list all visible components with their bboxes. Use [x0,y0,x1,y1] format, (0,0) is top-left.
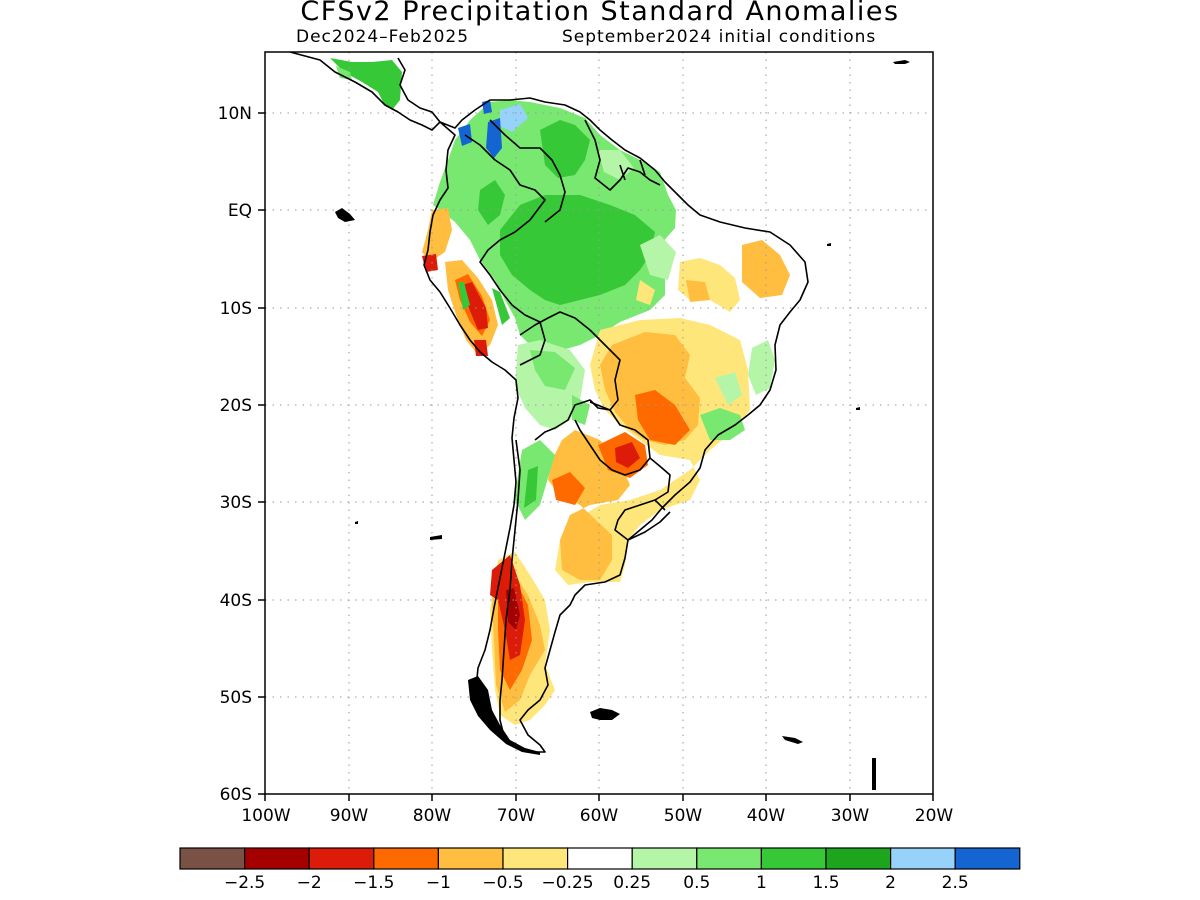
island-falklands [590,708,620,720]
lon-tick-label: 20W [915,806,954,826]
border-colombia-venezuela [489,119,566,223]
anomaly-guiana-green [540,120,590,178]
lat-tick-label: 40S [220,591,252,611]
anomaly-central-america [330,58,402,110]
colorbar-label: 1 [756,873,767,893]
lon-tick-label: 80W [413,806,452,826]
islands [335,60,910,790]
lat-tick-labels: 10N EQ 10S 20S 30S 40S 50S 60S [218,104,252,805]
island-trindade [856,407,860,410]
lon-tick-label: 50W [664,806,703,826]
colorbar-swatch [437,847,504,870]
colorbar-label: 2 [885,873,896,893]
island-juan-fernandez [355,521,442,540]
coastline-south-america [423,97,809,753]
island-sandwich [872,758,876,790]
island-fernando [827,243,831,246]
island-cayman [893,60,910,64]
island-south-georgia [782,736,803,744]
lat-tick-label: 10S [220,299,252,319]
anomaly-peru-coast-red [474,340,488,356]
colorbar-swatch [760,847,827,870]
lon-tick-labels: 100W 90W 80W 70W 60W 50W 40W 30W 20W [241,806,953,826]
tick-marks [258,112,934,801]
anomaly-ecuador-orange [422,208,452,262]
colorbar-swatch [954,847,1021,870]
colorbar-swatch [244,847,310,870]
anomaly-peru-red [462,282,488,330]
lon-tick-label: 40W [747,806,786,826]
coastline-central-america [289,52,441,131]
border-guianas [584,119,661,191]
colorbar-label: −0.25 [542,873,594,893]
lon-tick-label: 60W [580,806,619,826]
subtitle-period: Dec2024–Feb2025 [296,27,470,47]
colorbar-label: 0.25 [613,873,651,893]
anomaly-amazon-green [500,195,655,305]
anomaly-field [330,58,790,725]
colorbar-label: 0.5 [683,873,710,893]
lon-tick-label: 70W [497,806,536,826]
colorbar-label: 1.5 [812,873,839,893]
colorbar-label: −2 [297,873,322,893]
colorbar-swatch [631,847,698,870]
border-chile-argentina [499,439,521,741]
anomaly-peru-green-strip [458,282,510,325]
colorbar-swatch [179,847,246,870]
lat-tick-label: 10N [218,104,252,124]
lat-tick-label: 50S [220,688,252,708]
colorbar-swatch [889,847,956,870]
anomaly-chile-green-dark [524,466,538,508]
lat-tick-label: 30S [220,493,252,513]
anomaly-brazil-dark-orange [552,390,690,505]
anomaly-colombia-deepblue [458,100,502,158]
anomaly-brazil-light [640,235,676,280]
colorbar-label: −0.5 [482,873,523,893]
anomaly-brazil-east-green [700,408,745,440]
island-galapagos [335,208,355,222]
colorbar-label: −2.5 [224,873,265,893]
anomaly-central-brazil-orange [548,332,700,580]
colorbar: −2.5 −2 −1.5 −1 −0.5 −0.25 0.25 0.5 1 1.5 2 2.5 [179,847,1021,893]
lat-tick-label: 60S [220,785,252,805]
anomaly-central-america-light [336,66,352,80]
colorbar-label: −1 [426,873,451,893]
anomaly-brazil-east-light [715,340,775,405]
lon-tick-label: 100W [241,806,290,826]
lon-tick-label: 30W [831,806,870,826]
colorbar-swatch [825,847,892,870]
anomaly-colombia-blue [500,104,528,132]
border-argentina-brazil-uruguay [614,457,671,541]
anomaly-northeast-orange [686,240,790,302]
colorbar-swatch [696,847,762,870]
anomaly-andes-north-green [478,180,505,225]
chart-title: CFSv2 Precipitation Standard Anomalies [300,0,900,27]
colorbar-swatch [373,847,439,870]
colorbar-label: −1.5 [353,873,394,893]
coastlines [289,52,809,753]
subtitle-init: September2024 initial conditions [562,27,877,47]
colorbar-swatch [566,847,633,870]
border-brazil-peru-bolivia [519,311,621,441]
colorbar-swatch [502,847,569,870]
anomaly-paraguay-red [615,442,640,468]
colorbar-swatch [308,847,375,870]
anomaly-central-brazil-yellow [555,318,750,585]
lat-tick-label: EQ [228,201,252,221]
lon-tick-label: 90W [330,806,369,826]
lat-tick-label: 20S [220,396,252,416]
island-chiloe-fjords [468,676,540,755]
border-andean [464,134,546,366]
colorbar-label: 2.5 [942,873,969,893]
border-paraguay [574,401,651,476]
